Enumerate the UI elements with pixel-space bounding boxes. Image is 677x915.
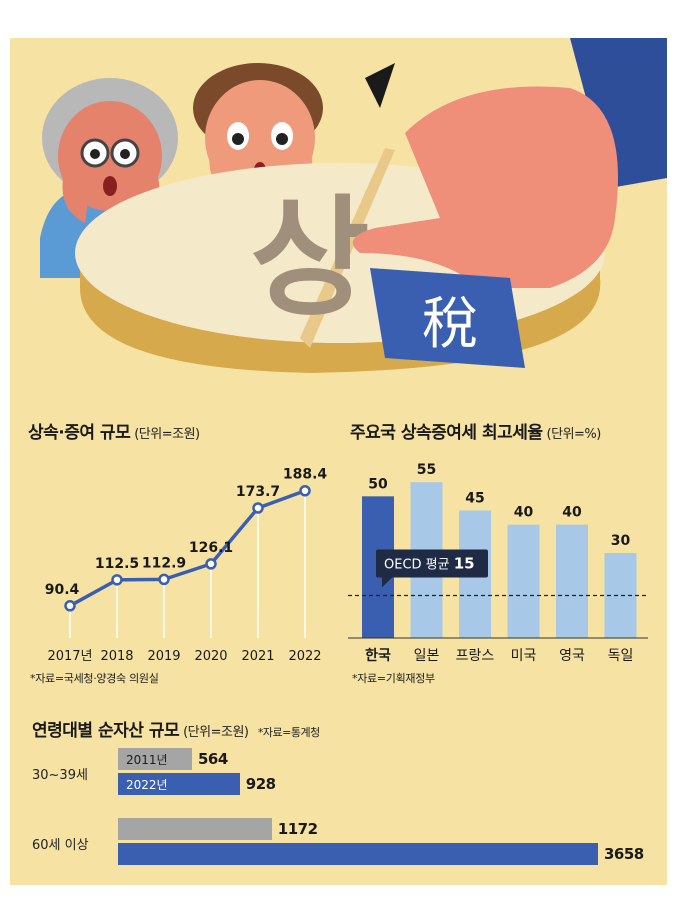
oecd-value-text: 15 bbox=[454, 555, 475, 573]
line-x-tick: 2021 bbox=[241, 649, 274, 664]
oecd-callout-box bbox=[376, 549, 488, 578]
line-data-label: 112.5 bbox=[95, 556, 139, 572]
line-data-label: 173.7 bbox=[236, 484, 280, 500]
line-data-label: 90.4 bbox=[45, 582, 80, 598]
bar-x-tick: 프랑스 bbox=[456, 648, 495, 664]
line-point bbox=[252, 502, 264, 514]
line-x-tick: 2018 bbox=[100, 649, 133, 664]
oecd-callout-label: OECD 평균 15 bbox=[384, 555, 475, 573]
hbar-chart: 30~39세 2011년 564 2022년 928 60세 이상 1172 3658 bbox=[10, 743, 667, 878]
bar-x-tick: 독일 bbox=[608, 648, 634, 664]
bar-data-label: 30 bbox=[611, 533, 631, 549]
tax-tag: 稅 bbox=[370, 268, 525, 368]
hbar-series-label: 2011년 bbox=[126, 753, 168, 767]
bar-x-tick: 영국 bbox=[559, 648, 585, 664]
oecd-callout-pointer bbox=[382, 577, 392, 588]
hbar-series-label: 2022년 bbox=[126, 778, 168, 792]
surprise-spark-icon bbox=[365, 63, 395, 108]
hbar-chart-title: 연령대별 순자산 규모 (단위=조원) *자료=통계청 bbox=[32, 721, 320, 741]
line-chart-source: *자료=국세청·양경숙 의원실 bbox=[30, 672, 159, 685]
line-x-tick: 2019 bbox=[147, 649, 180, 664]
hand-figure bbox=[352, 38, 667, 288]
bar-chart-source: *자료=기획재정부 bbox=[352, 672, 435, 685]
hbar-mark bbox=[118, 818, 272, 840]
bar-data-label: 55 bbox=[417, 462, 436, 478]
coin-glyph: 상 bbox=[250, 182, 370, 334]
line-chart-unit: (단위=조원) bbox=[134, 427, 200, 442]
hbar-category-label: 30~39세 bbox=[32, 768, 88, 783]
line-x-tick: 2020 bbox=[194, 649, 227, 664]
line-series bbox=[69, 489, 306, 608]
bar-x-tick: 일본 bbox=[414, 648, 440, 664]
hbar-data-label: 1172 bbox=[277, 820, 318, 838]
line-chart: 90.4 2017년 112.5 2018 112.9 2019 126.1 2020 173.… bbox=[45, 467, 328, 664]
bar-mark bbox=[507, 524, 540, 638]
bar-data-label: 45 bbox=[465, 491, 484, 507]
tax-tag-glyph: 稅 bbox=[422, 292, 478, 357]
hbar-category-label: 60세 이상 bbox=[32, 838, 89, 853]
tax-illustration: 상 稅 bbox=[10, 38, 667, 378]
line-point bbox=[64, 600, 76, 612]
bar-x-tick: 미국 bbox=[511, 648, 537, 664]
bar-data-label: 40 bbox=[562, 505, 582, 521]
bar-chart-unit: (단위=%) bbox=[546, 427, 602, 442]
oecd-label-text: OECD 평균 bbox=[384, 558, 454, 573]
hbar-mark: 2022년 bbox=[118, 773, 240, 795]
line-data-label: 112.9 bbox=[142, 555, 186, 571]
bar-chart: 50 한국 55 일본 45 프랑스 40 미국 40 영국 30 독일 OECD 평균 15 bbox=[348, 462, 648, 664]
line-point bbox=[205, 558, 217, 570]
hbar-chart-unit: (단위=조원) bbox=[183, 725, 249, 740]
infographic-panel: 상 稅 상속·증여 규모 (단위=조원) 90.4 2017년 112.5 2018 11… bbox=[10, 38, 667, 885]
line-chart-title: 상속·증여 규모 (단위=조원) bbox=[28, 423, 200, 443]
line-point bbox=[111, 574, 123, 586]
bar-mark bbox=[556, 524, 588, 638]
line-x-tick: 2022 bbox=[288, 649, 321, 664]
hbar-data-label: 564 bbox=[198, 750, 228, 768]
line-point bbox=[299, 484, 311, 497]
oecd-callout: OECD 평균 15 bbox=[376, 549, 488, 588]
line-x-tick: 2017년 bbox=[47, 649, 92, 664]
bar-x-tick: 한국 bbox=[365, 648, 391, 664]
bar-chart-title: 주요국 상속증여세 최고세율 (단위=%) bbox=[350, 423, 602, 443]
bar-data-label: 50 bbox=[368, 476, 388, 492]
hbar-data-label: 3658 bbox=[604, 845, 644, 863]
hbar-mark: 2011년 bbox=[118, 748, 192, 770]
hbar-mark bbox=[118, 843, 598, 865]
hbar-chart-source: *자료=통계청 bbox=[257, 726, 320, 739]
line-point bbox=[158, 573, 170, 586]
line-data-label: 126.1 bbox=[189, 540, 233, 556]
hbar-data-label: 928 bbox=[245, 775, 276, 793]
bar-data-label: 40 bbox=[514, 505, 534, 521]
line-data-label: 188.4 bbox=[283, 467, 328, 483]
